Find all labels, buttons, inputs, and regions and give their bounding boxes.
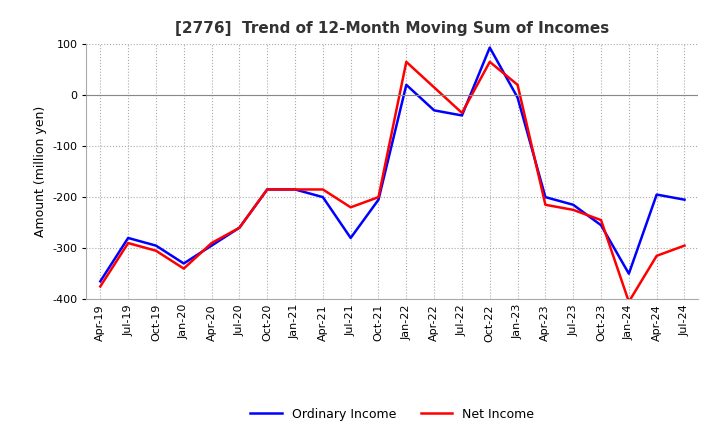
Net Income bbox=[318, 187, 327, 192]
Ordinary Income bbox=[263, 187, 271, 192]
Ordinary Income bbox=[485, 45, 494, 50]
Net Income bbox=[458, 110, 467, 116]
Ordinary Income bbox=[235, 225, 243, 231]
Ordinary Income bbox=[96, 279, 104, 284]
Net Income bbox=[374, 194, 383, 200]
Ordinary Income bbox=[624, 271, 633, 276]
Net Income bbox=[541, 202, 550, 207]
Ordinary Income bbox=[652, 192, 661, 197]
Ordinary Income bbox=[179, 261, 188, 266]
Net Income bbox=[179, 266, 188, 271]
Ordinary Income bbox=[569, 202, 577, 207]
Ordinary Income bbox=[458, 113, 467, 118]
Net Income bbox=[124, 240, 132, 246]
Net Income bbox=[652, 253, 661, 258]
Net Income bbox=[597, 217, 606, 223]
Net Income bbox=[430, 85, 438, 90]
Ordinary Income bbox=[124, 235, 132, 241]
Line: Ordinary Income: Ordinary Income bbox=[100, 48, 685, 281]
Ordinary Income bbox=[291, 187, 300, 192]
Net Income bbox=[513, 82, 522, 88]
Net Income bbox=[96, 284, 104, 289]
Ordinary Income bbox=[346, 235, 355, 241]
Ordinary Income bbox=[597, 223, 606, 228]
Net Income bbox=[680, 243, 689, 248]
Legend: Ordinary Income, Net Income: Ordinary Income, Net Income bbox=[246, 403, 539, 425]
Ordinary Income bbox=[513, 95, 522, 100]
Ordinary Income bbox=[402, 82, 410, 88]
Ordinary Income bbox=[374, 197, 383, 202]
Net Income bbox=[263, 187, 271, 192]
Ordinary Income bbox=[152, 243, 161, 248]
Ordinary Income bbox=[541, 194, 550, 200]
Net Income bbox=[235, 225, 243, 231]
Ordinary Income bbox=[318, 194, 327, 200]
Net Income bbox=[291, 187, 300, 192]
Ordinary Income bbox=[207, 243, 216, 248]
Net Income bbox=[207, 240, 216, 246]
Net Income bbox=[402, 59, 410, 65]
Net Income bbox=[152, 248, 161, 253]
Ordinary Income bbox=[680, 197, 689, 202]
Line: Net Income: Net Income bbox=[100, 62, 685, 302]
Net Income bbox=[485, 59, 494, 65]
Title: [2776]  Trend of 12-Month Moving Sum of Incomes: [2776] Trend of 12-Month Moving Sum of I… bbox=[175, 21, 610, 36]
Net Income bbox=[569, 207, 577, 213]
Ordinary Income bbox=[430, 108, 438, 113]
Y-axis label: Amount (million yen): Amount (million yen) bbox=[34, 106, 47, 237]
Net Income bbox=[624, 299, 633, 304]
Net Income bbox=[346, 205, 355, 210]
